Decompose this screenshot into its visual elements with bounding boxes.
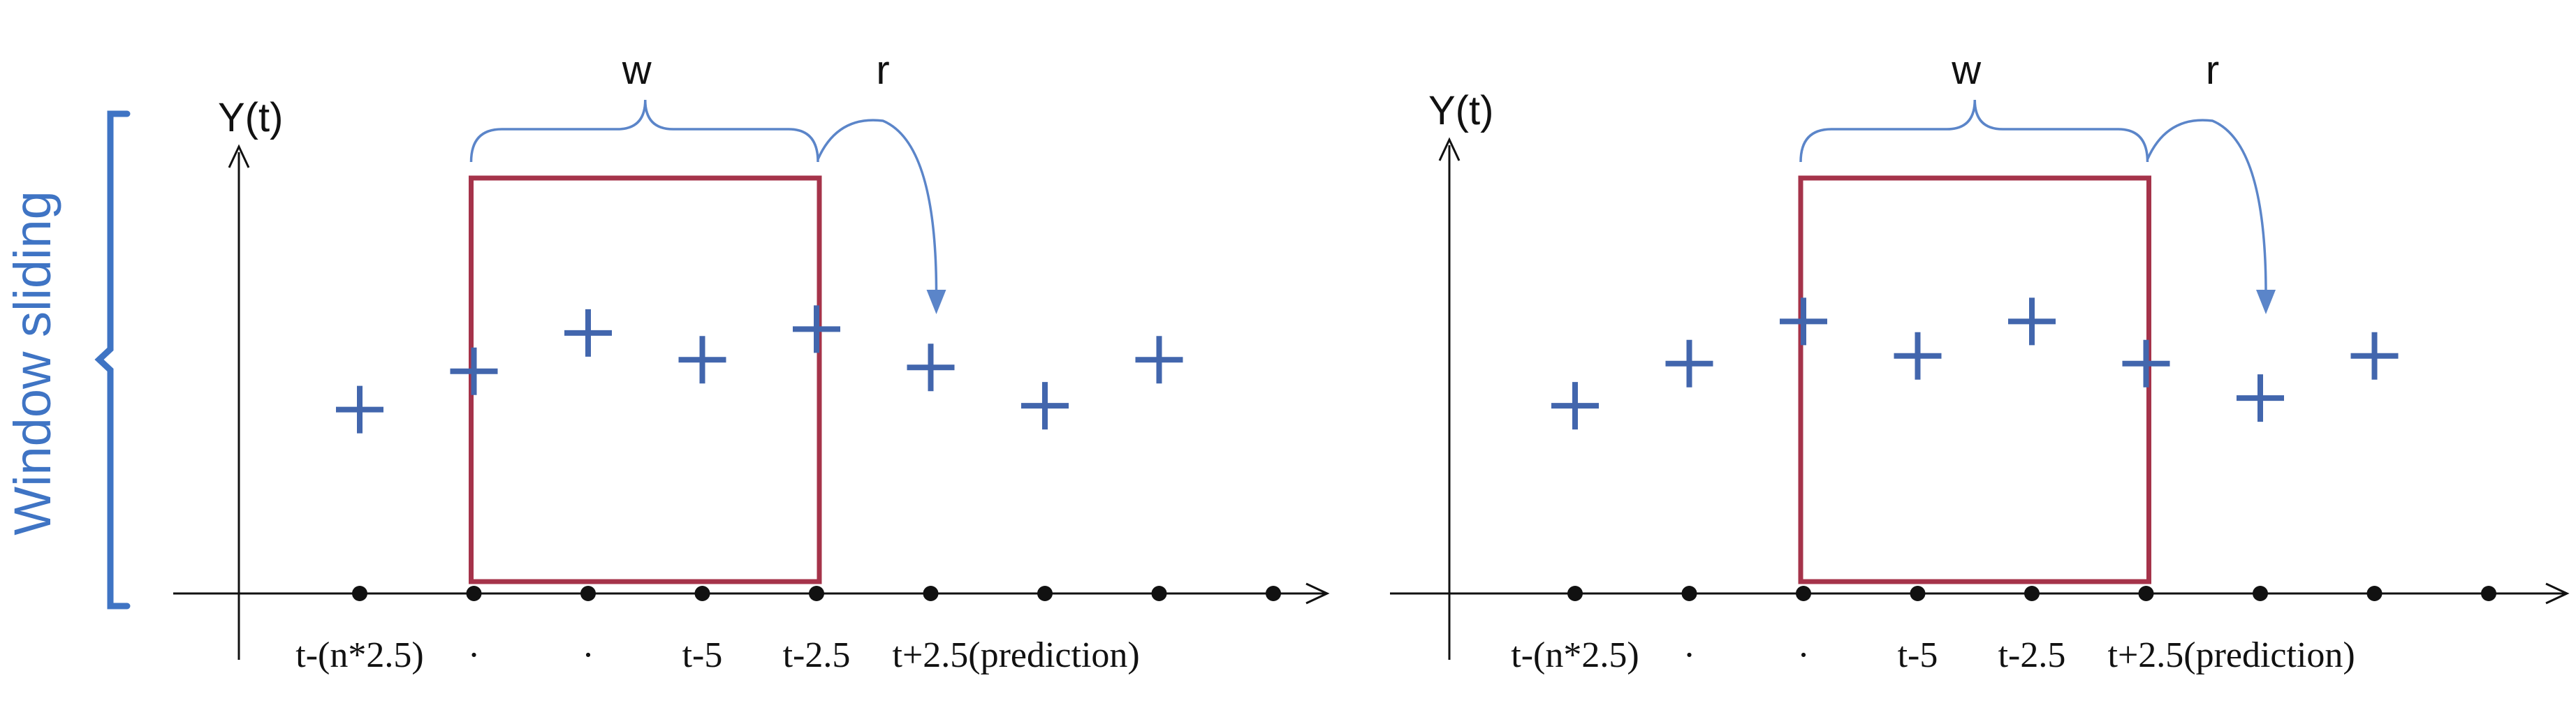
window-sliding-label: Window sliding [3,191,61,536]
observation-marker [1894,332,1942,380]
sliding-window-box [1798,175,2151,584]
x-tick-label: · [468,635,480,675]
timestep-dot [2138,586,2154,601]
observation-marker [564,309,612,357]
window-brace [469,99,819,163]
window-size-label: w [1951,47,1982,93]
observation-marker [2350,332,2399,380]
x-tick-label: t-(n*2.5) [295,635,423,675]
panel-1: Y(t) w r t-(n*2.5) · · t-5 t-2.5 t+2.5(predictio… [173,47,1330,675]
shift-arrow [817,119,938,294]
timestep-dot [1681,586,1697,601]
window-brace [1799,99,2149,163]
observation-marker [2008,297,2056,346]
y-axis-label: Y(t) [218,95,283,140]
observation-marker [907,344,955,392]
shift-label: r [876,47,889,93]
y-axis-arrowhead [1438,137,1461,161]
x-tick-label: · [1797,635,1809,675]
observation-marker [336,385,383,434]
sliding-window-box [469,175,822,584]
timestep-dot [1910,586,1926,601]
observation-marker [1135,336,1183,384]
x-axis-arrowhead [1305,582,1330,605]
x-tick-label: t-(n*2.5) [1511,635,1639,675]
shift-arrowhead [926,290,946,314]
shift-label: r [2206,47,2219,93]
y-axis-label: Y(t) [1428,88,1493,133]
observation-marker [1665,339,1713,388]
observation-marker [678,336,726,384]
x-axis-arrowhead [2545,582,2570,605]
x-tick-label: · [582,635,594,675]
observation-marker [1780,297,1827,346]
observation-marker [793,305,840,353]
observation-marker [1021,382,1069,430]
x-tick-label: t-2.5 [783,635,851,675]
timestep-dot [580,586,596,601]
shift-arrowhead [2256,290,2276,314]
shift-arrow [2146,119,2267,294]
panel-2: Y(t) w r t-(n*2.5) · · t-5 t-2.5 t+2.5(predictio… [1390,47,2570,675]
window-sliding-bracket [94,110,131,610]
observation-marker [2122,339,2170,388]
timestep-dot [809,586,824,601]
x-tick-label: t-5 [1898,635,1938,675]
observation-marker [1551,382,1599,430]
timestep-dot [2366,586,2383,601]
timestep-dot [2024,586,2040,601]
timestep-dot [352,586,367,601]
x-tick-label: t+2.5(prediction) [893,635,1140,675]
y-axis-arrowhead [228,144,250,168]
timestep-dot [2253,586,2268,601]
timestep-dot [694,586,710,601]
timestep-dot [1796,586,1811,601]
x-tick-label: · [1683,635,1695,675]
x-tick-label: t-5 [682,635,723,675]
timestep-dot [1037,586,1053,601]
x-tick-label: t+2.5(prediction) [2108,635,2355,675]
timestep-dot [1151,586,1167,601]
x-tick-label: t-2.5 [1998,635,2066,675]
timestep-dot [1266,586,1281,601]
observation-marker [2237,374,2284,422]
window-size-label: w [622,47,652,93]
timestep-dot [1567,586,1583,601]
timestep-dot [923,586,939,601]
observation-marker [450,347,498,395]
timestep-dot [466,586,482,601]
timestep-dot [2481,586,2496,601]
